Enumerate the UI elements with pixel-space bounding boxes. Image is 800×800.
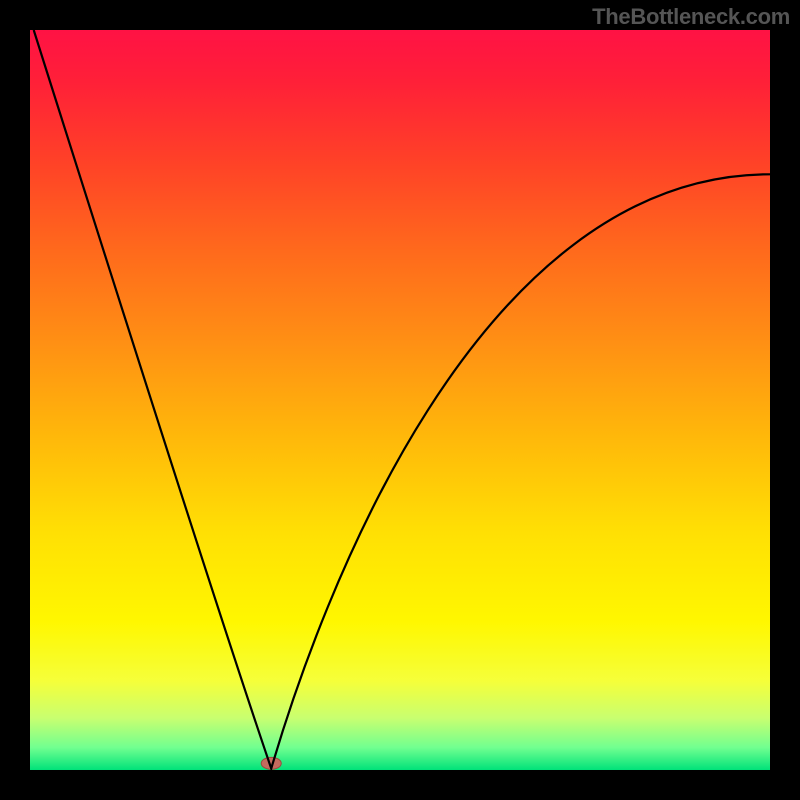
watermark-text: TheBottleneck.com (592, 4, 790, 30)
plot-background (30, 30, 770, 770)
chart-container: TheBottleneck.com (0, 0, 800, 800)
bottleneck-chart-svg (0, 0, 800, 800)
